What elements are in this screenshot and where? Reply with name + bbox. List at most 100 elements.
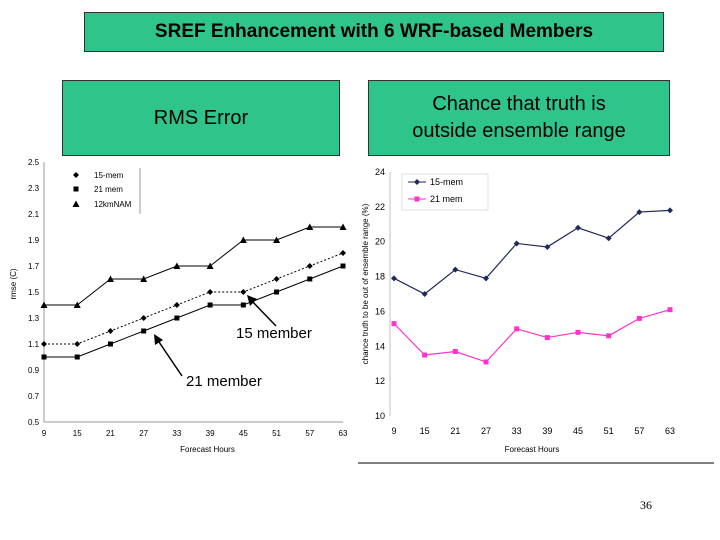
chart1-point-2-7 [273, 236, 281, 243]
chart2-x-tick-label: 27 [481, 426, 491, 436]
chart1-point-0-1 [74, 341, 81, 347]
chart1-y-tick-label: 1.7 [28, 262, 40, 271]
chart2-x-tick-label: 9 [391, 426, 396, 436]
chart1-point-2-2 [106, 275, 114, 282]
chart1-x-axis-title: Forecast Hours [180, 445, 235, 454]
chart1-point-0-0 [41, 341, 47, 347]
chart2-point-1-0 [391, 321, 397, 327]
chart1-y-tick-label: 1.9 [28, 236, 40, 245]
annotation-21-member: 21 member [186, 373, 262, 390]
chart1-point-0-3 [140, 315, 147, 321]
chart1-y-tick-label: 0.7 [28, 392, 40, 401]
chart1-point-1-5 [207, 302, 213, 308]
annotation-arrow-15 [249, 298, 277, 327]
chart2-y-tick-label: 16 [375, 306, 385, 316]
chart1-point-0-5 [207, 289, 214, 295]
chart1-point-2-4 [173, 262, 181, 269]
chart1-y-tick-label: 2.1 [28, 210, 40, 219]
chart2-point-1-3 [483, 359, 489, 365]
chart2-point-1-1 [422, 352, 428, 358]
chart2-x-tick-label: 45 [573, 426, 583, 436]
chart1-x-tick-label: 57 [305, 429, 314, 438]
chart2-x-tick-label: 39 [542, 426, 552, 436]
chart1-series-line-2 [44, 226, 343, 306]
chart1-point-2-9 [339, 223, 347, 230]
chart2-y-tick-label: 14 [375, 341, 385, 351]
chart2-y-axis-title: chance truth to be out of ensemble range… [361, 203, 370, 364]
chart1-y-tick-label: 0.5 [28, 418, 40, 427]
chart1-y-tick-label: 1.5 [28, 288, 40, 297]
chart1-legend-marker-2 [72, 200, 80, 207]
chart2-point-0-8 [636, 209, 643, 216]
chart1-legend-marker-1 [73, 186, 79, 192]
chart2-legend-marker-0 [414, 179, 420, 185]
chart2-point-1-4 [514, 326, 520, 332]
chart2-y-tick-label: 12 [375, 376, 385, 386]
chart1-x-tick-label: 21 [106, 429, 115, 438]
chart2-y-tick-label: 24 [375, 167, 385, 177]
annotation-arrowhead-15 [247, 295, 257, 306]
chart1-series-line-1 [44, 265, 344, 358]
chart1-point-0-6 [240, 289, 247, 295]
chance-outside-label: Chance that truth is outside ensemble ra… [368, 80, 670, 156]
chart2-x-axis-title: Forecast Hours [505, 445, 560, 454]
chart1-x-tick-label: 45 [239, 429, 248, 438]
rms-error-label: RMS Error [62, 80, 340, 156]
chart2-legend-label-0: 15-mem [430, 177, 463, 187]
chance-label-line2: outside ensemble range [412, 120, 626, 142]
chart2-x-tick-label: 63 [665, 426, 675, 436]
chart1-point-1-6 [240, 302, 246, 308]
chart2-point-1-5 [544, 335, 550, 341]
chart1-legend-label-0: 15-mem [94, 171, 124, 180]
chart2-point-1-7 [606, 333, 612, 339]
chart1-point-1-2 [107, 341, 113, 347]
chance-label-line1: Chance that truth is [432, 93, 606, 115]
chart2-point-1-8 [636, 315, 642, 321]
chart1-legend-marker-0 [73, 172, 79, 178]
chart1-y-axis-title: rmse (C) [9, 268, 18, 299]
chart1-point-2-3 [140, 275, 148, 282]
rmse-chart: 2.5 2.3 2.1 1.9 1.7 1.5 1.3 1.1 0.9 0.7 0.59 15 21 27… [9, 158, 358, 458]
chart2-point-0-9 [667, 207, 673, 214]
chart2-y-tick-label: 22 [375, 202, 385, 212]
chart1-point-2-0 [40, 301, 48, 308]
chart1-point-1-7 [274, 289, 280, 295]
chart2-point-0-7 [605, 235, 612, 242]
chart2-point-1-2 [452, 349, 458, 355]
chart2-plot-area [392, 168, 682, 422]
chart1-point-2-1 [73, 301, 81, 308]
chart2-x-tick-label: 21 [450, 426, 460, 436]
chart1-x-tick-label: 63 [339, 429, 348, 438]
chart2-point-0-3 [483, 275, 489, 282]
annotation-arrowhead-21 [154, 334, 163, 345]
chart1-point-0-2 [107, 328, 114, 334]
chart2-y-tick-label: 18 [375, 272, 385, 282]
chart1-legend-label-2: 12kmNAM [94, 200, 132, 209]
chart1-point-1-8 [307, 276, 313, 282]
chart2-y-tick-label: 10 [375, 411, 385, 421]
chart2-point-0-6 [575, 224, 581, 231]
chart2-legend-marker-1 [414, 196, 420, 202]
chart1-point-1-3 [141, 328, 147, 334]
chart1-point-0-4 [173, 302, 180, 308]
chance-outside-chart: 24 22 20 18 16 14 12 10 9 15 21 27 33 39 45 51 57 63 Forec… [361, 167, 682, 454]
chart1-y-tick-label: 2.3 [28, 184, 40, 193]
chart2-point-0-4 [513, 240, 520, 247]
chart1-point-0-7 [273, 276, 280, 282]
annotation-15-member: 15 member [236, 325, 312, 342]
chart2-y-tick-label: 20 [375, 237, 385, 247]
chart1-y-tick-label: 2.5 [28, 158, 40, 167]
chart1-point-2-5 [206, 262, 214, 269]
chart2-point-0-1 [421, 291, 428, 297]
chart1-point-2-8 [306, 223, 314, 230]
slide-title: SREF Enhancement with 6 WRF-based Member… [84, 12, 664, 52]
chart2-x-tick-label: 51 [604, 426, 614, 436]
chart1-x-tick-label: 9 [42, 429, 47, 438]
chart2-x-tick-label: 33 [512, 426, 522, 436]
chart2-series-line-1 [393, 309, 671, 363]
chart1-x-tick-label: 51 [272, 429, 281, 438]
chart1-point-1-1 [74, 354, 80, 360]
chart2-point-0-0 [391, 275, 397, 282]
chart1-x-tick-label: 39 [206, 429, 215, 438]
